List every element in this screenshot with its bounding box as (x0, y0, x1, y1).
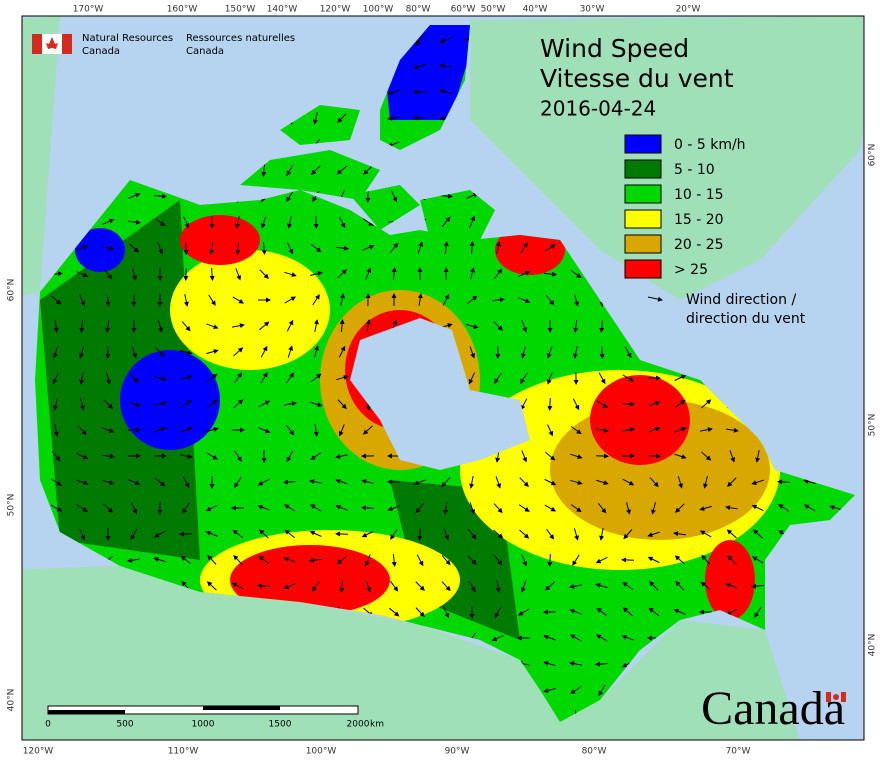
lat-label: 60°N (7, 279, 17, 302)
org-text: Ressources naturelles (186, 33, 295, 44)
wind-arrow (778, 482, 790, 483)
lon-label: 160°W (167, 5, 198, 15)
zone (170, 250, 330, 370)
lat-label: 40°N (868, 634, 878, 657)
wind-arrow (596, 456, 608, 457)
wind-arrow (414, 92, 426, 93)
scale-label: 2000 (347, 720, 370, 730)
lat-label: 60°N (868, 144, 878, 167)
legend-label: 10 - 15 (674, 187, 724, 203)
title-fr: Vitesse du vent (540, 64, 734, 93)
scale-label: 1000 (192, 720, 215, 730)
zone (180, 215, 260, 265)
scale-segment (48, 710, 125, 714)
lon-label: 50°W (481, 5, 506, 15)
wordmark: Canada (701, 682, 845, 735)
lon-label: 120°W (23, 747, 54, 757)
legend-swatch (625, 160, 661, 178)
maple-leaf (833, 694, 839, 700)
legend-text: direction du vent (686, 311, 806, 327)
lat-label: 50°N (868, 414, 878, 437)
org-text: Canada (82, 46, 120, 57)
lon-label: 80°W (406, 5, 431, 15)
flag-bar (841, 692, 846, 702)
wind-arrow (446, 268, 447, 280)
lon-label: 90°W (445, 747, 470, 757)
scale-label: 500 (116, 720, 133, 730)
wind-arrow (186, 242, 187, 254)
lon-label: 100°W (363, 5, 394, 15)
flag-bar (62, 34, 72, 54)
lat-label: 40°N (7, 689, 17, 712)
lon-label: 30°W (580, 5, 605, 15)
legend-swatch (625, 210, 661, 228)
wind-arrow (316, 216, 317, 228)
legend-label: 5 - 10 (674, 162, 715, 178)
lon-label: 100°W (306, 747, 337, 757)
legend-label: 20 - 25 (674, 237, 724, 253)
lon-label: 70°W (726, 747, 751, 757)
wind-arrow (550, 398, 551, 410)
zone (590, 375, 690, 465)
scale-segment (203, 706, 280, 710)
legend-swatch (625, 260, 661, 278)
lon-label: 80°W (582, 747, 607, 757)
flag-bar (826, 692, 831, 702)
zone (705, 540, 755, 620)
date: 2016-04-24 (540, 97, 656, 121)
lon-label: 120°W (320, 5, 351, 15)
flag-bar (32, 34, 42, 54)
legend-swatch (625, 135, 661, 153)
org-text: Natural Resources (82, 33, 173, 44)
org-text: Canada (186, 46, 224, 57)
title: Wind Speed (540, 34, 689, 63)
legend-label: > 25 (674, 262, 708, 278)
wind-arrow (648, 456, 660, 457)
legend-label: 0 - 5 km/h (674, 137, 746, 153)
lon-label: 110°W (168, 747, 199, 757)
lon-label: 140°W (267, 5, 298, 15)
legend-label: 15 - 20 (674, 212, 724, 228)
zone (120, 350, 220, 450)
lon-label: 40°W (523, 5, 548, 15)
legend-swatch (625, 185, 661, 203)
wind-arrow (128, 430, 140, 431)
lat-label: 50°N (7, 494, 17, 517)
scale-unit: km (370, 720, 384, 730)
lon-label: 20°W (676, 5, 701, 15)
legend-swatch (625, 235, 661, 253)
scale-label: 0 (45, 720, 51, 730)
lon-label: 60°W (451, 5, 476, 15)
wind-arrow (550, 554, 551, 566)
scale-label: 1500 (269, 720, 292, 730)
legend-text: Wind direction / (686, 292, 796, 308)
lon-label: 150°W (225, 5, 256, 15)
lon-label: 170°W (73, 5, 104, 15)
